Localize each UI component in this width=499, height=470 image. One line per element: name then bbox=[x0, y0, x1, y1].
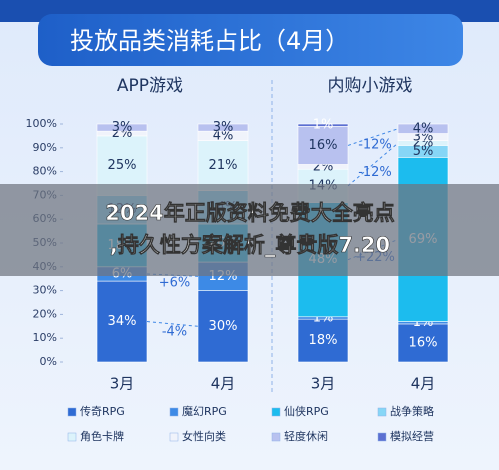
data-label: 4% bbox=[213, 128, 234, 143]
title-box bbox=[38, 14, 463, 66]
y-tick-label: 20% bbox=[33, 307, 57, 320]
panel-title: 内购小游戏 bbox=[328, 76, 413, 96]
connector bbox=[347, 128, 399, 146]
connector bbox=[146, 321, 199, 327]
legend-swatch bbox=[377, 407, 387, 417]
y-tick-label: 30% bbox=[33, 284, 57, 297]
bar-segment bbox=[397, 323, 449, 363]
legend-swatch bbox=[67, 407, 77, 417]
data-label: 3% bbox=[112, 120, 133, 135]
legend-label: 轻度休闲 bbox=[284, 429, 328, 443]
overlay-band bbox=[0, 184, 499, 276]
overlay-text: 2024年正版资料免费大全亮点 bbox=[105, 201, 394, 225]
change-annotation: +6% bbox=[159, 276, 191, 291]
y-tick-label: 0% bbox=[40, 355, 57, 368]
x-tick-label: 4月 bbox=[211, 375, 236, 393]
legend-swatch bbox=[271, 432, 281, 442]
legend-label: 战争策略 bbox=[390, 404, 434, 418]
x-tick-label: 3月 bbox=[110, 375, 135, 393]
data-label: 4% bbox=[413, 121, 434, 136]
legend-swatch bbox=[271, 407, 281, 417]
legend-swatch bbox=[169, 432, 179, 442]
overlay-text: ,持久性方案解析_尊贵版7.20 bbox=[110, 233, 390, 257]
legend-swatch bbox=[169, 407, 179, 417]
legend-label: 传奇RPG bbox=[80, 405, 125, 418]
bar-segment bbox=[197, 140, 249, 191]
legend-label: 仙侠RPG bbox=[284, 405, 329, 418]
bar-segment bbox=[397, 123, 449, 134]
change-annotation: -12% bbox=[358, 138, 392, 153]
change-annotation: -4% bbox=[162, 324, 187, 339]
data-label: 16% bbox=[309, 138, 338, 153]
y-tick-label: 10% bbox=[33, 331, 57, 344]
bar-segment bbox=[197, 290, 249, 363]
legend-label: 角色卡牌 bbox=[80, 429, 124, 443]
change-annotation: -12% bbox=[358, 165, 392, 180]
bar-segment bbox=[297, 126, 349, 165]
data-label: 5% bbox=[413, 144, 434, 159]
data-label: 30% bbox=[209, 319, 238, 334]
data-label: 21% bbox=[209, 158, 238, 173]
legend-swatch bbox=[377, 432, 387, 442]
y-tick-label: 80% bbox=[33, 165, 57, 178]
y-tick-label: 90% bbox=[33, 141, 57, 154]
legend-label: 模拟经营 bbox=[390, 429, 434, 443]
data-label: 34% bbox=[108, 314, 137, 329]
data-label: 25% bbox=[108, 158, 137, 173]
x-tick-label: 4月 bbox=[411, 375, 436, 393]
x-tick-label: 3月 bbox=[311, 375, 336, 393]
bar-segment bbox=[96, 123, 148, 132]
legend-label: 魔幻RPG bbox=[182, 404, 227, 418]
data-label: 3% bbox=[213, 120, 234, 135]
connector bbox=[347, 142, 399, 187]
data-label: 16% bbox=[409, 335, 438, 350]
data-label: 1% bbox=[313, 118, 334, 133]
bar-segment bbox=[197, 123, 249, 132]
y-tick-label: 100% bbox=[26, 117, 57, 130]
bar-segment bbox=[297, 318, 349, 363]
legend-swatch bbox=[67, 432, 77, 442]
legend-label: 女性向类 bbox=[182, 429, 226, 443]
panel-title: APP游戏 bbox=[117, 76, 183, 96]
data-label: 18% bbox=[309, 333, 338, 348]
chart-title: 投放品类消耗占比（4月） bbox=[70, 27, 349, 55]
bar-segment bbox=[297, 123, 349, 127]
